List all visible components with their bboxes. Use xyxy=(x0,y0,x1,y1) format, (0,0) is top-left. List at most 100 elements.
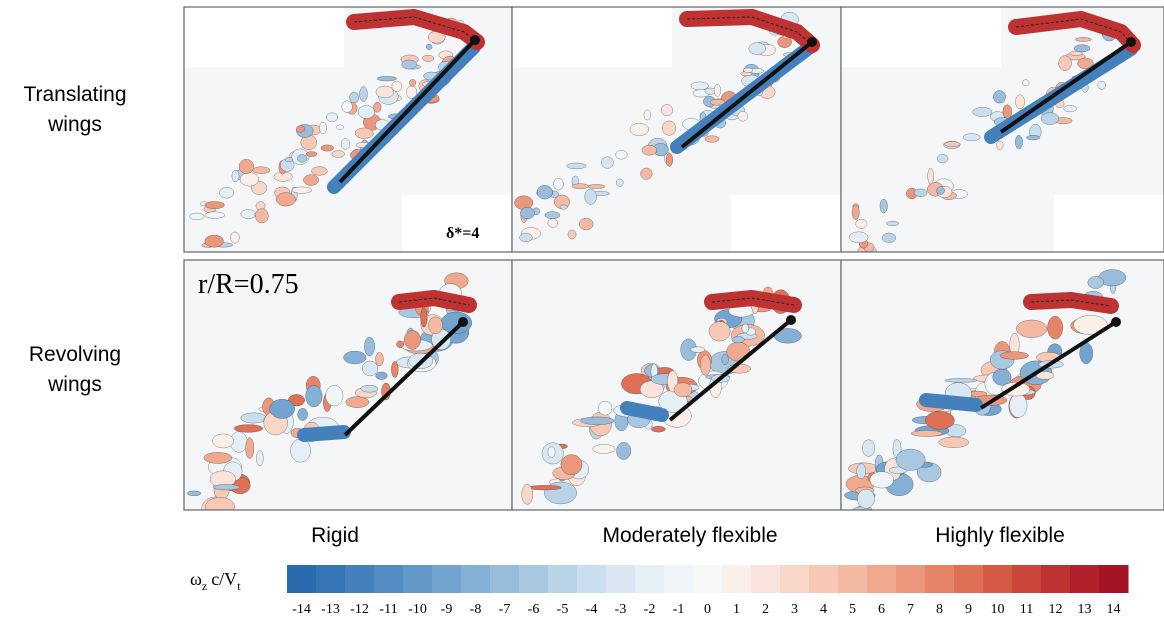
eddy xyxy=(203,452,233,464)
eddy xyxy=(1073,315,1108,336)
eddy xyxy=(245,437,255,459)
eddy xyxy=(373,101,382,113)
colorbar-cell xyxy=(780,565,810,593)
eddy xyxy=(547,446,556,458)
eddy xyxy=(1075,37,1092,42)
colorbar-cell xyxy=(838,565,868,593)
eddy xyxy=(296,125,305,133)
eddy xyxy=(713,84,721,97)
wing-edge xyxy=(786,315,796,325)
panel-annotation: r/R=0.75 xyxy=(198,269,299,300)
eddy xyxy=(1097,80,1106,90)
eddy xyxy=(231,170,240,183)
eddy xyxy=(910,430,943,437)
eddy xyxy=(927,168,934,185)
row-label: Translating xyxy=(23,83,126,106)
eddy xyxy=(239,172,260,187)
eddy xyxy=(349,91,359,104)
shear-layer-outline xyxy=(686,16,813,46)
wing-edge xyxy=(1111,317,1121,327)
colorbar-tick-label: 12 xyxy=(1049,602,1063,617)
colorbar-cell xyxy=(751,565,781,593)
colorbar-tick-label: -5 xyxy=(557,602,569,617)
eddy xyxy=(354,127,374,139)
field xyxy=(512,260,841,510)
colorbar-cell xyxy=(490,565,520,593)
wing xyxy=(680,40,814,149)
eddy xyxy=(651,425,666,433)
eddy xyxy=(862,439,876,457)
colorbar-title: ωz c/Vt xyxy=(190,569,241,593)
eddy xyxy=(699,354,712,376)
eddy xyxy=(1022,79,1030,87)
eddy xyxy=(690,346,706,353)
eddy xyxy=(993,90,1006,104)
vorticity-panel xyxy=(840,6,1164,253)
eddy xyxy=(848,231,869,244)
eddy xyxy=(391,80,403,92)
mask xyxy=(1054,195,1164,252)
eddy xyxy=(748,42,766,55)
eddy xyxy=(544,211,561,219)
shear-layer-outline xyxy=(1030,299,1112,307)
eddy xyxy=(212,484,240,491)
row-label: wings xyxy=(47,373,102,396)
eddy xyxy=(598,400,613,416)
eddy xyxy=(615,178,624,187)
eddy xyxy=(375,371,388,380)
eddy xyxy=(879,198,888,214)
colorbar-tick-label: -10 xyxy=(408,602,427,617)
eddy xyxy=(357,105,375,119)
eddy xyxy=(992,368,1012,386)
eddy xyxy=(661,120,677,136)
eddy xyxy=(359,86,368,102)
eddy xyxy=(240,209,257,219)
colorbar-cell xyxy=(403,565,433,593)
colorbar-tick-label: -6 xyxy=(528,602,540,617)
eddy xyxy=(851,204,860,220)
eddy xyxy=(857,488,875,509)
eddy xyxy=(204,211,226,219)
eddy xyxy=(882,232,897,243)
vorticity-panel: r/R=0.75 xyxy=(183,259,513,511)
eddy xyxy=(913,188,928,197)
eddy xyxy=(580,416,615,425)
colorbar-cell xyxy=(1041,565,1071,593)
mask xyxy=(841,7,1001,67)
eddy xyxy=(305,385,323,408)
eddy xyxy=(1015,319,1048,338)
mask xyxy=(731,195,841,252)
vorticity-panel xyxy=(511,6,842,253)
column-label: Moderately flexible xyxy=(602,524,777,547)
colorbar-cell xyxy=(432,565,462,593)
eddy xyxy=(331,150,345,158)
eddy xyxy=(936,186,945,195)
eddy xyxy=(428,316,443,335)
eddy xyxy=(422,54,435,62)
eddy xyxy=(230,231,240,244)
eddy xyxy=(375,85,395,99)
eddy xyxy=(186,490,202,497)
shear-layer-red xyxy=(704,290,802,313)
eddy xyxy=(592,444,616,454)
colorbar-cell xyxy=(345,565,375,593)
eddy xyxy=(673,382,693,398)
vorticity-panel: δ*=4 xyxy=(183,6,513,253)
eddy xyxy=(396,340,405,349)
eddy xyxy=(275,192,296,207)
vorticity-panel xyxy=(840,259,1164,511)
eddy xyxy=(615,149,628,160)
eddy xyxy=(1035,371,1054,380)
eddy xyxy=(425,43,433,50)
colorbar-tick-label: 8 xyxy=(936,602,943,617)
eddy xyxy=(212,433,234,449)
eddy xyxy=(855,219,868,229)
colorbar-cell xyxy=(809,565,839,593)
colorbar-cell xyxy=(925,565,955,593)
colorbar-tick-label: -3 xyxy=(615,602,627,617)
eddy xyxy=(520,207,535,220)
shear-layer-blue xyxy=(620,401,669,422)
eddy xyxy=(731,336,745,344)
eddy xyxy=(962,133,981,142)
row-label: Revolving xyxy=(29,343,121,366)
